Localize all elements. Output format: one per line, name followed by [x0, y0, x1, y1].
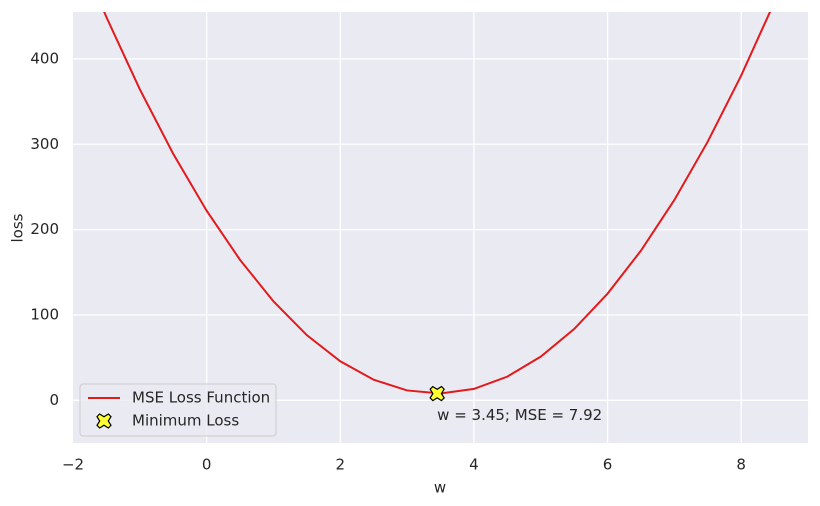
minimum-marker: [429, 385, 445, 402]
legend-label: Minimum Loss: [132, 412, 239, 430]
plot-background: [73, 12, 808, 443]
legend-box: [79, 383, 277, 437]
x-tick-label: −2: [62, 456, 84, 474]
y-tick-label: 300: [30, 135, 59, 153]
x-axis-label: w: [434, 479, 446, 497]
x-tick-label: 4: [469, 456, 479, 474]
x-tick-label: 2: [335, 456, 345, 474]
y-tick-label: 0: [49, 391, 59, 409]
x-tick-label: 6: [603, 456, 613, 474]
y-tick-label: 100: [30, 305, 59, 323]
annotation: w = 3.45; MSE = 7.92: [437, 406, 602, 424]
y-axis-label: loss: [9, 213, 27, 242]
y-tick-label: 400: [30, 49, 59, 67]
legend-marker: [96, 413, 112, 429]
x-tick-label: 8: [736, 456, 746, 474]
y-tick-label: 200: [30, 220, 59, 238]
legend-label: MSE Loss Function: [132, 389, 270, 407]
x-tick-label: 0: [202, 456, 212, 474]
